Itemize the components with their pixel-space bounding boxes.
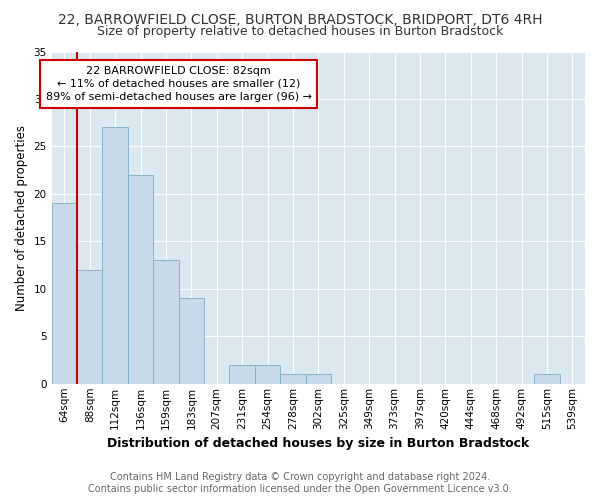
Bar	[534, 374, 560, 384]
Text: Contains HM Land Registry data © Crown copyright and database right 2024.
Contai: Contains HM Land Registry data © Crown c…	[88, 472, 512, 494]
Text: 22 BARROWFIELD CLOSE: 82sqm
← 11% of detached houses are smaller (12)
89% of sem: 22 BARROWFIELD CLOSE: 82sqm ← 11% of det…	[46, 66, 311, 102]
Bar	[305, 374, 331, 384]
X-axis label: Distribution of detached houses by size in Burton Bradstock: Distribution of detached houses by size …	[107, 437, 529, 450]
Bar	[77, 270, 103, 384]
Bar	[103, 128, 128, 384]
Text: 22, BARROWFIELD CLOSE, BURTON BRADSTOCK, BRIDPORT, DT6 4RH: 22, BARROWFIELD CLOSE, BURTON BRADSTOCK,…	[58, 12, 542, 26]
Bar	[280, 374, 305, 384]
Bar	[52, 204, 77, 384]
Bar	[179, 298, 204, 384]
Text: Size of property relative to detached houses in Burton Bradstock: Size of property relative to detached ho…	[97, 25, 503, 38]
Y-axis label: Number of detached properties: Number of detached properties	[15, 124, 28, 310]
Bar	[153, 260, 179, 384]
Bar	[128, 175, 153, 384]
Bar	[255, 365, 280, 384]
Bar	[229, 365, 255, 384]
